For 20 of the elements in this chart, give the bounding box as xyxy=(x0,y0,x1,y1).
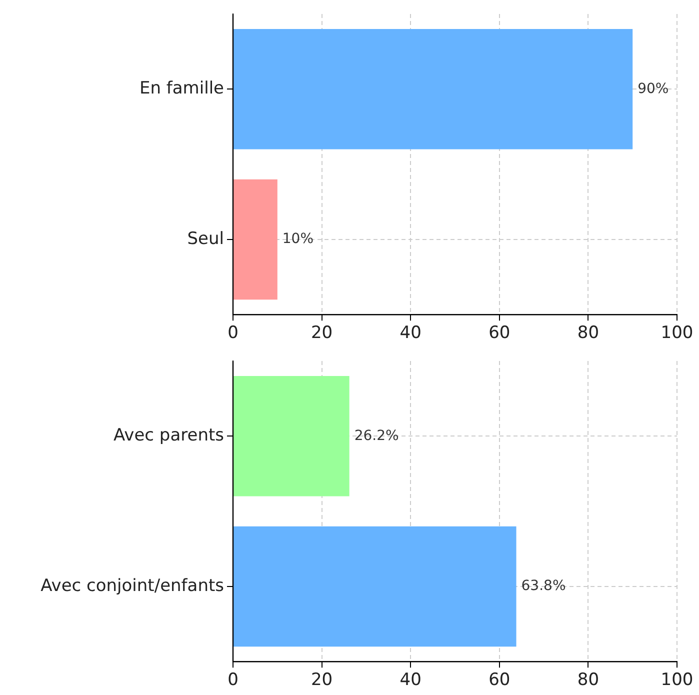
x-tick-label: 80 xyxy=(577,323,600,344)
x-tick-label: 20 xyxy=(310,323,333,344)
x-tick-label: 60 xyxy=(488,670,510,690)
x-tick-label: 40 xyxy=(400,323,422,344)
x-tick-label: 40 xyxy=(400,670,422,690)
y-tick-label: Avec conjoint/enfants xyxy=(40,576,224,596)
x-tick-label: 0 xyxy=(228,670,238,690)
data-label: 26.2% xyxy=(354,428,399,444)
x-tick-label: 20 xyxy=(310,670,333,690)
x-tick-label: 0 xyxy=(228,323,238,344)
y-tick-label: En famille xyxy=(139,78,224,99)
data-label: 90% xyxy=(638,80,669,97)
y-tick-label: Avec parents xyxy=(114,426,224,446)
x-tick-label: 100 xyxy=(660,323,694,344)
y-tick-label: Seul xyxy=(187,228,224,249)
x-tick-label: 80 xyxy=(577,670,600,690)
data-label: 63.8% xyxy=(521,578,566,594)
x-tick-label: 60 xyxy=(488,323,510,344)
data-label: 10% xyxy=(282,231,314,248)
x-tick-label: 100 xyxy=(660,670,694,690)
